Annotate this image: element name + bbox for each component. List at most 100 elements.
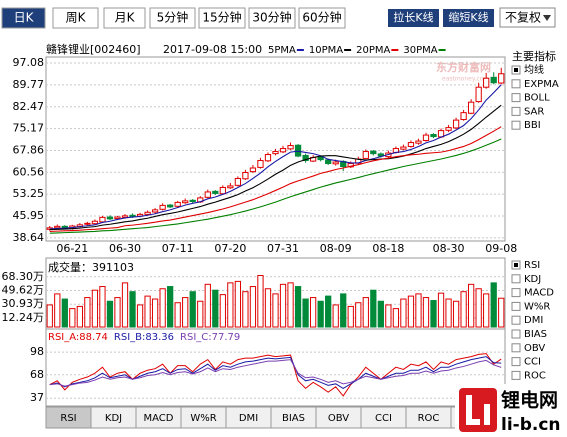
rsi-panel	[45, 328, 506, 407]
period-tab[interactable]	[103, 7, 146, 29]
checkbox[interactable]	[511, 370, 521, 380]
x-tick-label: 08-09	[320, 242, 352, 255]
rsi-line	[49, 356, 502, 389]
volume-bar	[264, 288, 272, 328]
sub-indicator-option: KDJ	[524, 274, 541, 285]
volume-bar	[242, 291, 249, 328]
period-tab-label: 5分钟	[157, 10, 189, 25]
candle-body	[452, 119, 460, 129]
logo-name: 锂电网	[501, 389, 558, 412]
period-tab[interactable]	[52, 7, 99, 29]
candle-body	[279, 148, 287, 153]
zoom-button[interactable]	[388, 9, 439, 27]
checkbox[interactable]	[511, 343, 521, 353]
indicator-tab-label: KDJ	[105, 413, 122, 424]
candle-body	[332, 161, 339, 165]
sub-indicator-option: ROC	[524, 370, 546, 381]
ma-line	[49, 84, 502, 230]
candle-body	[249, 167, 257, 173]
candle-body	[242, 171, 249, 180]
candle-body	[212, 190, 219, 194]
y-tick-label: 60.56	[13, 165, 45, 178]
indicator-tab-label: MACD	[144, 413, 174, 424]
candle-body	[430, 133, 437, 138]
period-tab[interactable]	[198, 7, 246, 29]
indicator-option: BOLL	[524, 93, 550, 104]
candle-body	[106, 216, 114, 220]
volume-bar	[347, 305, 354, 328]
checkbox[interactable]	[511, 301, 521, 311]
logo-glyph	[466, 419, 480, 425]
volume-bar	[385, 304, 392, 328]
checkbox[interactable]	[511, 329, 521, 339]
y-tick-label: 68.30万	[2, 270, 45, 283]
x-tick-label: 06-30	[109, 242, 141, 255]
volume-bar	[212, 289, 219, 328]
logo-glyph	[484, 404, 490, 425]
volume-bar	[392, 308, 400, 328]
period-tab[interactable]	[248, 7, 296, 29]
volume-title: 成交量：391103	[48, 260, 134, 274]
volume-bar	[287, 282, 294, 328]
candle-body	[475, 86, 482, 103]
legend-label: 5PMA	[268, 45, 296, 56]
y-tick-label: 89.77	[13, 78, 45, 91]
checkbox[interactable]	[511, 274, 521, 284]
legend-label: 30PMA	[403, 45, 437, 56]
logo-url: li-b.cn	[501, 415, 561, 435]
candle-body	[54, 225, 61, 229]
volume-bar	[61, 298, 68, 328]
checkbox[interactable]	[511, 79, 521, 89]
checkbox[interactable]	[511, 120, 521, 130]
checkbox[interactable]	[511, 288, 521, 298]
volume-bar	[460, 291, 467, 328]
volume-bar	[362, 297, 369, 328]
candle-body	[227, 185, 234, 189]
volume-bar	[54, 293, 61, 328]
x-tick-label: 06-21	[56, 242, 88, 255]
candle-body	[302, 154, 309, 162]
candle-body	[370, 150, 377, 155]
candle-body	[294, 144, 302, 157]
zoom-button[interactable]	[443, 9, 494, 27]
indicator-option: 均线	[524, 63, 544, 76]
volume-bar	[91, 289, 99, 328]
candle-body	[460, 112, 467, 121]
period-tab-label: 周K	[66, 11, 87, 25]
checkbox[interactable]	[511, 106, 521, 116]
sub-indicator-option: DMI	[524, 315, 543, 326]
checkbox[interactable]	[511, 357, 521, 367]
candle-body	[234, 177, 242, 186]
sub-indicator-option: OBV	[524, 343, 545, 354]
candle-body	[468, 101, 475, 114]
period-tab[interactable]	[298, 7, 346, 29]
indicator-tab-label: OBV	[328, 413, 349, 424]
volume-bar	[302, 298, 309, 328]
volume-bar	[76, 305, 83, 328]
zoom-button-label: 拉长K线	[393, 10, 433, 24]
volume-bar	[234, 280, 242, 328]
volume-bar	[151, 298, 159, 328]
volume-bar	[475, 288, 482, 328]
period-tab[interactable]	[1, 7, 46, 29]
candle-body	[99, 216, 106, 223]
adjust-select[interactable]	[499, 7, 556, 28]
checkbox-mark	[514, 68, 518, 72]
volume-bar	[437, 292, 445, 328]
volume-bar	[69, 308, 76, 328]
logo-glyph	[466, 395, 472, 425]
period-tab-label: 月K	[115, 11, 136, 25]
x-tick-label: 08-18	[372, 242, 404, 255]
indicator-tab-label: BIAS	[282, 413, 305, 424]
checkbox[interactable]	[511, 93, 521, 103]
sub-indicator-option: MACD	[524, 288, 554, 299]
checkbox[interactable]	[511, 315, 521, 325]
period-tab[interactable]	[149, 7, 196, 29]
volume-bar	[498, 297, 505, 328]
volume-bar	[249, 286, 257, 328]
candle-body	[167, 204, 174, 208]
volume-bar	[114, 297, 121, 328]
volume-bar	[129, 291, 136, 328]
indicator-tab-label: CCI	[375, 413, 392, 424]
